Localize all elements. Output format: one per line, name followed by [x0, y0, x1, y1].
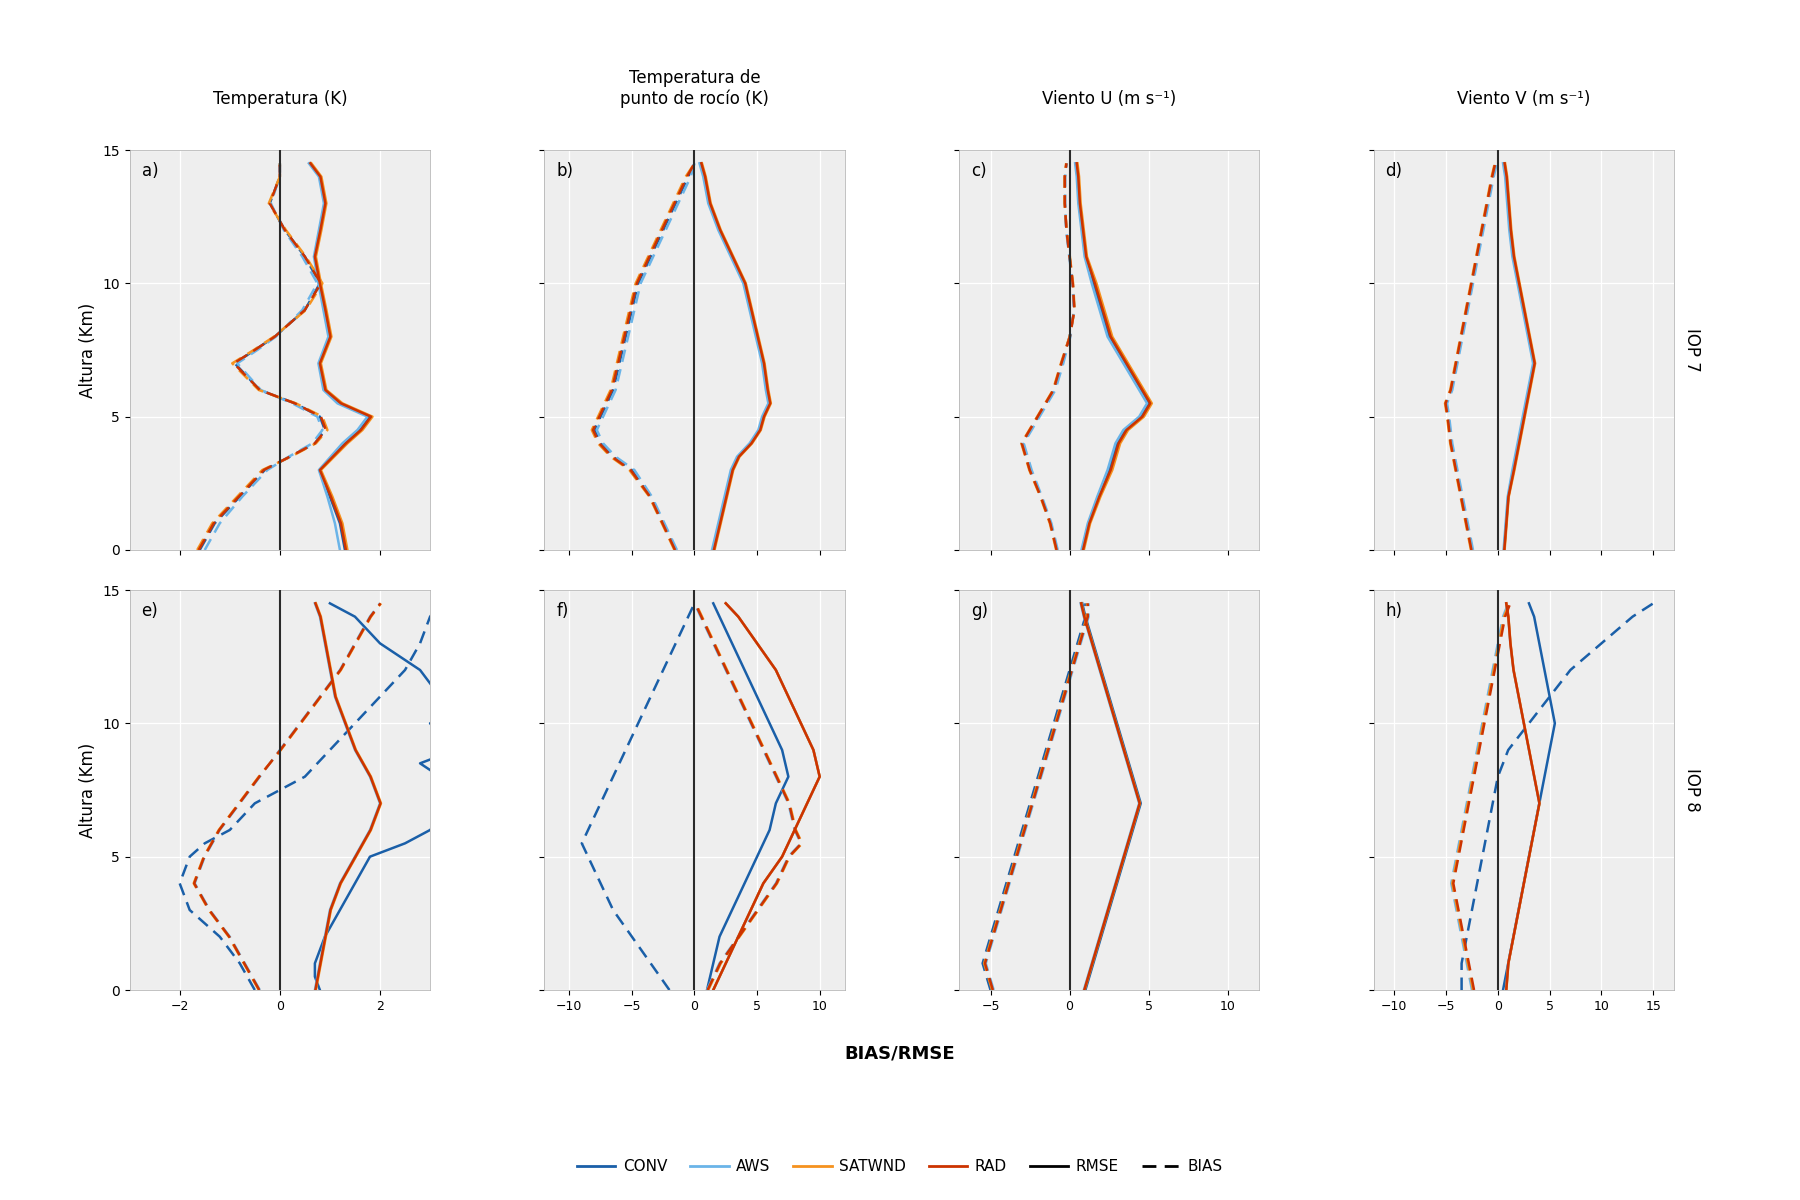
- Text: Temperatura (K): Temperatura (K): [212, 90, 347, 108]
- Text: d): d): [1386, 162, 1402, 180]
- Text: BIAS/RMSE: BIAS/RMSE: [844, 1044, 956, 1062]
- Text: h): h): [1386, 602, 1402, 620]
- Text: a): a): [142, 162, 158, 180]
- Text: IOP 7: IOP 7: [1683, 328, 1701, 372]
- Text: f): f): [556, 602, 569, 620]
- Text: Temperatura de
punto de rocío (K): Temperatura de punto de rocío (K): [619, 68, 769, 108]
- Text: b): b): [556, 162, 572, 180]
- Y-axis label: Altura (Km): Altura (Km): [79, 302, 97, 397]
- Text: g): g): [970, 602, 988, 620]
- Text: Viento U (m s⁻¹): Viento U (m s⁻¹): [1042, 90, 1175, 108]
- Y-axis label: Altura (Km): Altura (Km): [79, 743, 97, 838]
- Text: Viento V (m s⁻¹): Viento V (m s⁻¹): [1456, 90, 1591, 108]
- Text: c): c): [970, 162, 986, 180]
- Text: IOP 8: IOP 8: [1683, 768, 1701, 812]
- Text: e): e): [142, 602, 158, 620]
- Legend: CONV, AWS, SATWND, RAD, RMSE, BIAS: CONV, AWS, SATWND, RAD, RMSE, BIAS: [571, 1153, 1229, 1181]
